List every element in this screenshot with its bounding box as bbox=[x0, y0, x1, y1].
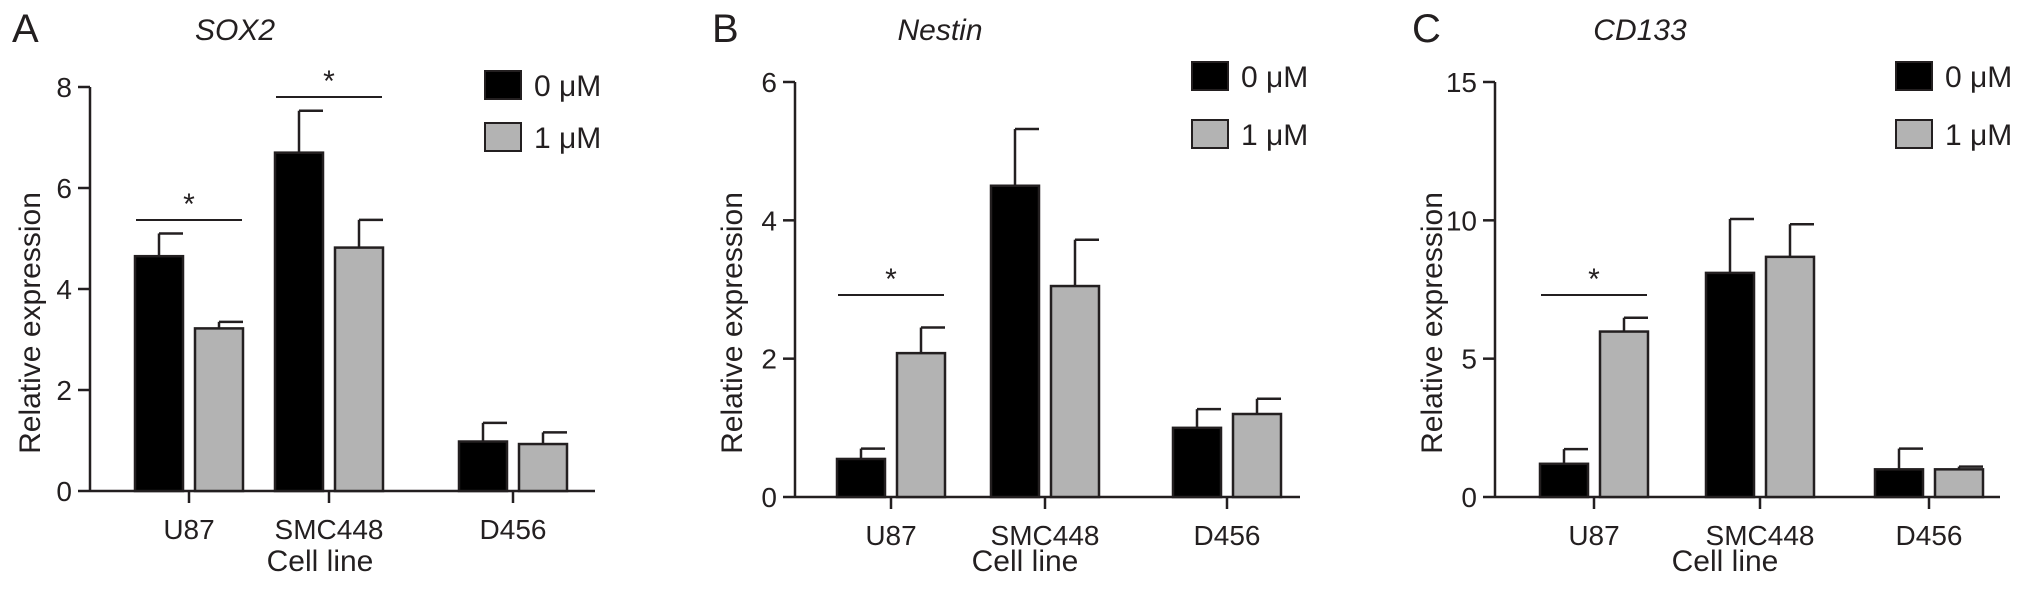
legend-swatch-0um bbox=[1191, 61, 1229, 91]
chart-panel-c: C CD133 Relative expression Cell line 0 … bbox=[1400, 0, 2032, 601]
legend-label-0um: 0 μM bbox=[1241, 61, 1308, 94]
legend-swatch-1um bbox=[1895, 119, 1933, 149]
y-tick-label: 4 bbox=[761, 205, 777, 236]
x-tick-label: D456 bbox=[1194, 520, 1261, 551]
legend-swatch-1um bbox=[1191, 119, 1229, 149]
significance-star: * bbox=[323, 65, 335, 98]
y-tick-label: 6 bbox=[761, 67, 777, 98]
x-tick-label: D456 bbox=[480, 514, 547, 545]
y-tick-label: 0 bbox=[761, 482, 777, 513]
y-tick-label: 15 bbox=[1446, 67, 1477, 98]
x-tick-label: U87 bbox=[865, 520, 916, 551]
x-axis-title: Cell line bbox=[267, 545, 374, 578]
y-tick-label: 6 bbox=[56, 173, 72, 204]
bar-0um bbox=[1538, 462, 1590, 499]
bar-1um bbox=[1049, 284, 1101, 499]
y-tick-label: 5 bbox=[1461, 344, 1477, 375]
legend-label-0um: 0 μM bbox=[1945, 61, 2012, 94]
x-axis-title: Cell line bbox=[1672, 545, 1779, 578]
y-tick-label: 4 bbox=[56, 274, 72, 305]
chart-c-svg: C CD133 Relative expression Cell line 0 … bbox=[1412, 7, 2012, 578]
bar-0um bbox=[457, 440, 509, 493]
bar-1um bbox=[1933, 468, 1985, 499]
bar-1um bbox=[1231, 412, 1283, 499]
bar-1um bbox=[895, 351, 947, 499]
chart-b-svg: B Nestin Relative expression Cell line 0… bbox=[712, 7, 1308, 578]
legend-label-1um: 1 μM bbox=[1241, 119, 1308, 152]
bar-1um bbox=[1764, 255, 1816, 499]
legend-label-1um: 1 μM bbox=[534, 122, 601, 155]
y-tick-label: 0 bbox=[56, 476, 72, 507]
bar-1um bbox=[517, 442, 569, 493]
x-tick-label: SMC448 bbox=[991, 520, 1100, 551]
x-tick-label: U87 bbox=[1568, 520, 1619, 551]
plot-area: 0 2 4 6 U87 SMC448 D456 * bbox=[761, 67, 1300, 551]
plot-area: 0 2 4 6 8 U87 SMC448 D456 * * bbox=[56, 65, 595, 545]
chart-a-svg: A SOX2 Relative expression Cell line 0 μ… bbox=[12, 7, 601, 578]
chart-title: SOX2 bbox=[195, 14, 275, 47]
legend-label-0um: 0 μM bbox=[534, 70, 601, 103]
y-tick-label: 2 bbox=[56, 375, 72, 406]
panel-letter: C bbox=[1412, 7, 1441, 51]
chart-title: Nestin bbox=[897, 14, 982, 47]
bar-1um bbox=[193, 327, 245, 493]
legend-swatch-1um bbox=[484, 122, 522, 152]
chart-title: CD133 bbox=[1593, 14, 1687, 47]
bar-0um bbox=[133, 254, 185, 493]
y-axis-title: Relative expression bbox=[1416, 192, 1449, 454]
y-tick-label: 0 bbox=[1461, 482, 1477, 513]
x-tick-label: D456 bbox=[1896, 520, 1963, 551]
y-axis-title: Relative expression bbox=[716, 192, 749, 454]
x-tick-label: U87 bbox=[163, 514, 214, 545]
legend-swatch-0um bbox=[484, 70, 522, 100]
bar-0um bbox=[273, 151, 325, 493]
panel-letter: A bbox=[12, 7, 39, 51]
plot-area: 0 5 10 15 U87 SMC448 D456 * bbox=[1446, 67, 2000, 551]
x-tick-label: SMC448 bbox=[275, 514, 384, 545]
y-axis-title: Relative expression bbox=[14, 192, 47, 454]
significance-star: * bbox=[885, 263, 897, 296]
bar-1um bbox=[333, 246, 385, 493]
panel-letter: B bbox=[712, 7, 739, 51]
x-axis-title: Cell line bbox=[972, 545, 1079, 578]
bar-1um bbox=[1598, 330, 1650, 499]
bar-0um bbox=[989, 184, 1041, 499]
bar-0um bbox=[835, 457, 887, 499]
chart-panel-a: A SOX2 Relative expression Cell line 0 μ… bbox=[0, 0, 690, 601]
legend-swatch-0um bbox=[1895, 61, 1933, 91]
bar-0um bbox=[1704, 271, 1756, 499]
significance-star: * bbox=[1588, 263, 1600, 296]
y-tick-label: 2 bbox=[761, 344, 777, 375]
chart-panel-b: B Nestin Relative expression Cell line 0… bbox=[700, 0, 1390, 601]
bar-0um bbox=[1171, 426, 1223, 499]
y-tick-label: 10 bbox=[1446, 205, 1477, 236]
legend-label-1um: 1 μM bbox=[1945, 119, 2012, 152]
bar-0um bbox=[1873, 468, 1925, 499]
x-tick-label: SMC448 bbox=[1706, 520, 1815, 551]
significance-star: * bbox=[183, 188, 195, 221]
y-tick-label: 8 bbox=[56, 72, 72, 103]
